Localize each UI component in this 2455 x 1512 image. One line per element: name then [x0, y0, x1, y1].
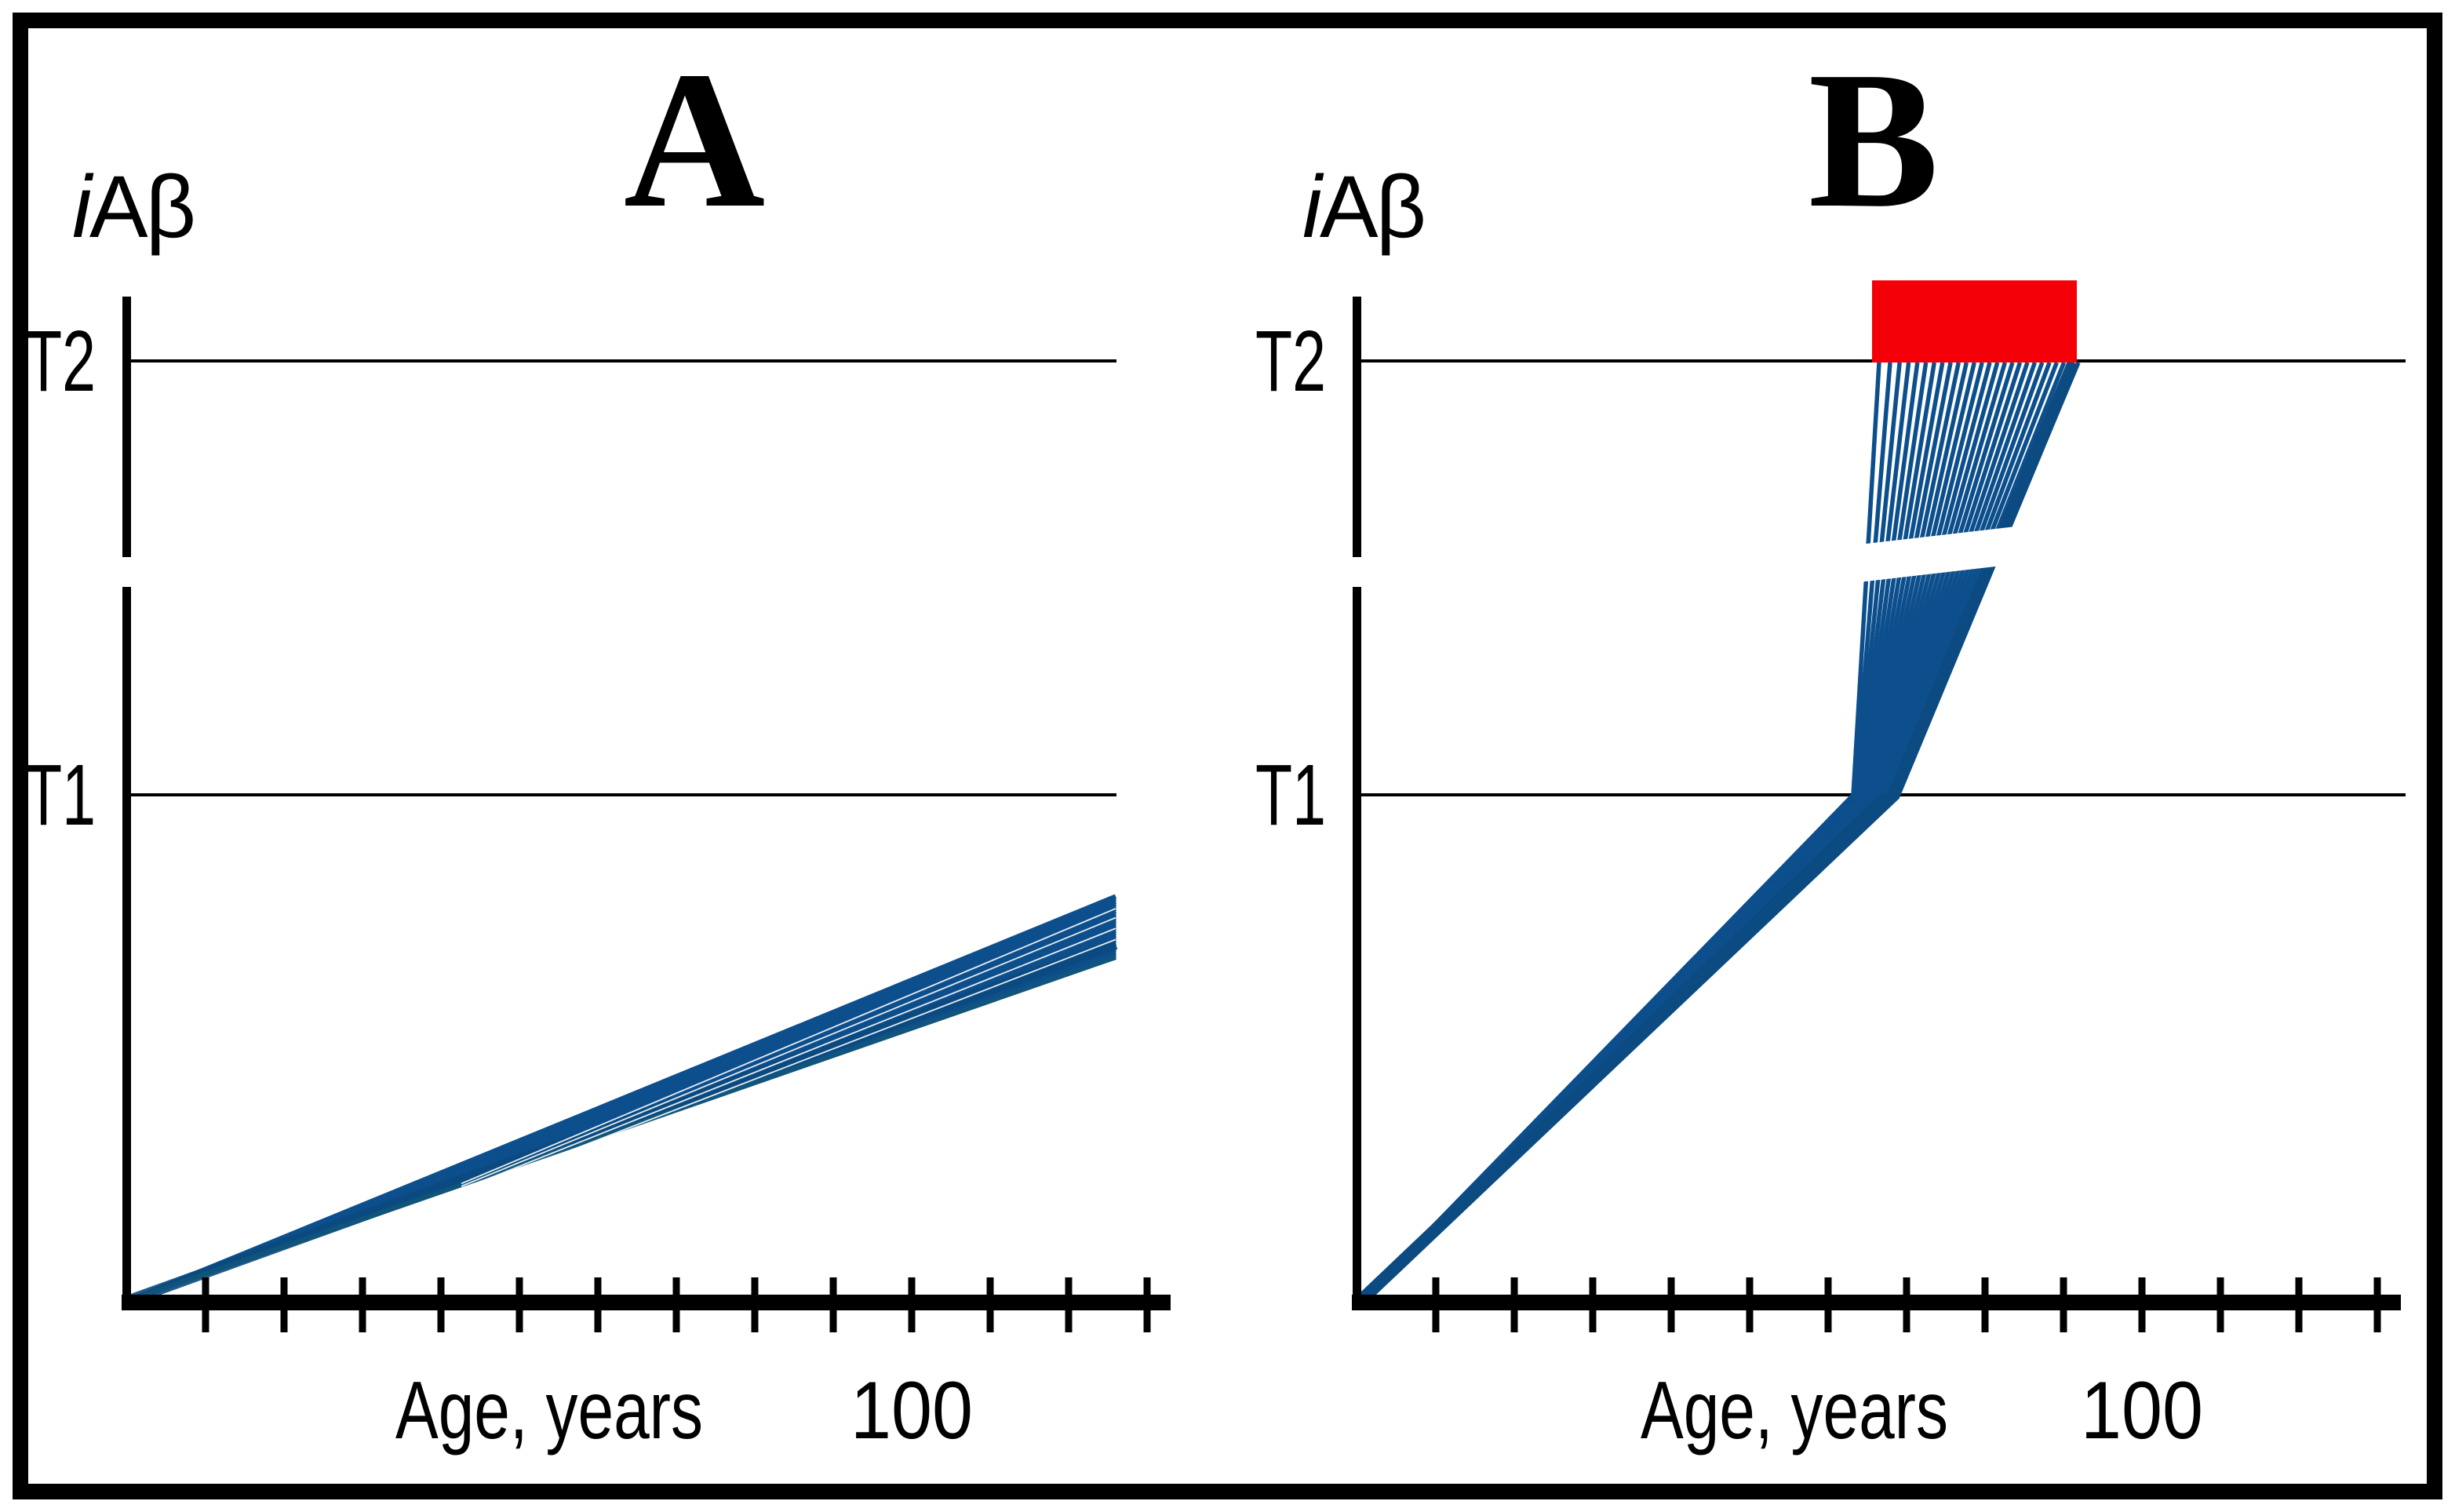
x-tick-mark — [437, 1277, 445, 1332]
fan-striation — [461, 927, 1116, 1190]
x-tick-mark — [986, 1277, 994, 1332]
fan-striation — [461, 908, 1116, 1185]
panel-b-threshold-label-t2: T2 — [1255, 313, 1326, 410]
panel-a-y-axis-label: iAβ — [72, 158, 194, 256]
panel-b-y-label-rest: Aβ — [1320, 158, 1424, 256]
panel-a-threshold-label-t2: T2 — [25, 313, 96, 410]
fan-striation — [461, 916, 1116, 1187]
panel-b-x-ticks — [1432, 1277, 2381, 1332]
x-tick-mark — [1143, 1277, 1151, 1332]
x-tick-mark — [2216, 1277, 2224, 1332]
panel-b-x-tick-label-100: 100 — [2081, 1365, 2203, 1456]
panel-a-y-label-rest: Aβ — [89, 158, 194, 256]
panel-a-title: A — [624, 31, 766, 249]
panel-a-threshold-label-t1: T1 — [25, 747, 96, 843]
panel-a: iAβ A T2 T1 Age, years 100 — [25, 31, 1171, 1456]
trajectory-right-band — [1357, 359, 2080, 1304]
panel-b-y-axis-upper-segment — [1353, 297, 1361, 557]
panel-b-title: B — [1808, 31, 1940, 249]
fan-striation — [461, 938, 1116, 1193]
panel-b-trajectory-fan — [1357, 280, 2081, 1304]
panel-a-trajectory-fan — [129, 894, 1118, 1305]
panel-a-x-tick-label-100: 100 — [851, 1365, 973, 1456]
x-tick-mark — [202, 1277, 209, 1332]
x-tick-mark — [751, 1277, 759, 1332]
x-tick-mark — [1432, 1277, 1440, 1332]
x-tick-mark — [1667, 1277, 1675, 1332]
trajectory-line — [130, 894, 1117, 1302]
panel-b-threshold-label-t1: T1 — [1255, 747, 1326, 843]
panel-a-x-axis — [122, 1295, 1171, 1310]
outer-frame — [13, 13, 2442, 1499]
panel-a-x-ticks — [202, 1277, 1151, 1332]
x-tick-mark — [2138, 1277, 2146, 1332]
panel-b-y-axis-label: iAβ — [1302, 158, 1424, 256]
panel-a-threshold-line-t2 — [130, 359, 1116, 363]
panel-a-x-axis-label: Age, years — [395, 1365, 703, 1456]
x-tick-mark — [829, 1277, 837, 1332]
x-tick-mark — [1824, 1277, 1832, 1332]
x-tick-mark — [515, 1277, 523, 1332]
x-tick-mark — [908, 1277, 916, 1332]
panel-b-x-axis-label: Age, years — [1641, 1365, 1948, 1456]
x-tick-mark — [672, 1277, 680, 1332]
x-tick-mark — [1589, 1277, 1597, 1332]
x-tick-mark — [1903, 1277, 1910, 1332]
panel-b-x-axis — [1352, 1295, 2401, 1310]
x-tick-mark — [2373, 1277, 2381, 1332]
x-tick-mark — [359, 1277, 366, 1332]
fan-break-gap — [1845, 526, 2023, 584]
trajectory-bottom-edge — [131, 955, 1116, 1302]
panel-a-y-axis-lower-segment — [122, 587, 131, 1304]
panel-b: iAβ B T2 T1 Age, years 100 — [1255, 31, 2406, 1456]
x-tick-mark — [2060, 1277, 2067, 1332]
x-tick-mark — [1981, 1277, 1989, 1332]
panel-a-y-axis-upper-segment — [122, 297, 131, 557]
x-tick-mark — [1510, 1277, 1518, 1332]
x-tick-mark — [280, 1277, 288, 1332]
x-tick-mark — [594, 1277, 602, 1332]
panel-b-y-axis-lower-segment — [1353, 587, 1361, 1304]
x-tick-mark — [1065, 1277, 1073, 1332]
red-zone-rect — [1872, 280, 2077, 363]
x-tick-mark — [1746, 1277, 1754, 1332]
x-tick-mark — [2295, 1277, 2303, 1332]
panel-a-threshold-line-t1 — [130, 793, 1116, 796]
